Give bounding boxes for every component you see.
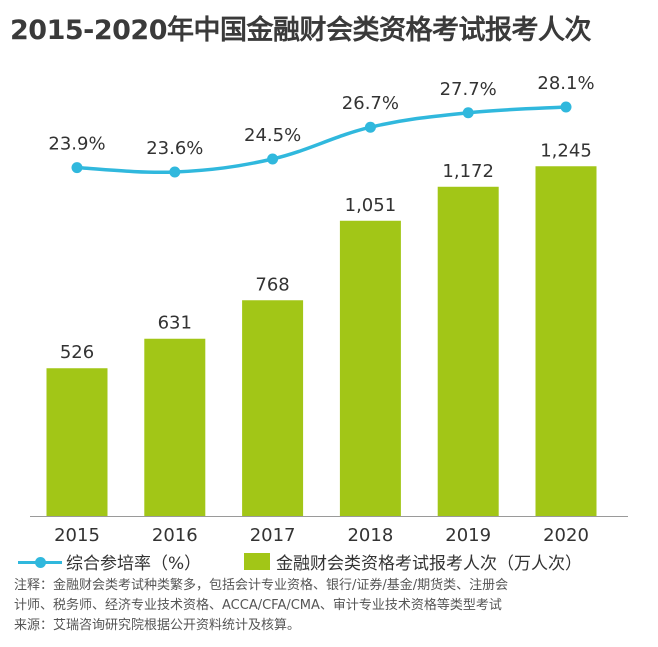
- bar-label-2015: 526: [60, 342, 94, 363]
- source-line: 来源：艾瑞咨询研究院根据公开资料统计及核算。: [14, 618, 301, 633]
- legend-bar-swatch-icon: [244, 553, 270, 570]
- line-label-2018: 26.7%: [342, 93, 399, 114]
- bar-2016: [144, 338, 206, 516]
- note-line-2: 计师、税务师、经济专业技术资格、ACCA/CFA/CMA、审计专业技术资格等类型…: [14, 598, 502, 613]
- x-tick-label-2017: 2017: [250, 525, 296, 546]
- line-point-2018: [364, 121, 376, 133]
- bar-label-2019: 1,172: [442, 161, 494, 182]
- line-series-path: [75, 105, 568, 175]
- combo-chart: 526 631 768 1,051 1,172 1,245 2015 2016 2017 2018…: [30, 73, 628, 546]
- line-label-2020: 28.1%: [537, 73, 594, 94]
- line-point-2016: [169, 166, 181, 178]
- line-point-2015: [71, 162, 83, 174]
- x-tick-label-2018: 2018: [347, 525, 393, 546]
- x-tick-label-2016: 2016: [152, 525, 198, 546]
- bar-label-2016: 631: [158, 313, 192, 334]
- note-line-1: 注释：金融财会类考试种类繁多，包括会计专业资格、银行/证券/基金/期货类、注册会: [14, 578, 509, 593]
- bar-2020: [535, 166, 597, 517]
- legend: 综合参培率（%） 金融财会类资格考试报考人次（万人次）: [18, 549, 648, 574]
- line-label-2016: 23.6%: [146, 138, 203, 159]
- bar-label-2020: 1,245: [540, 140, 592, 161]
- bar-2019: [437, 186, 499, 516]
- line-label-2017: 24.5%: [244, 125, 301, 146]
- bar-2015: [46, 368, 108, 516]
- legend-line-swatch-icon: [18, 553, 62, 571]
- footnotes: 注释：金融财会类考试种类繁多，包括会计专业资格、银行/证券/基金/期货类、注册会…: [14, 576, 648, 636]
- line-label-2019: 27.7%: [440, 79, 497, 100]
- legend-line-label: 综合参培率（%）: [66, 554, 202, 574]
- bar-2017: [242, 300, 304, 516]
- legend-item-line: 综合参培率（%）: [18, 549, 201, 574]
- legend-bar-label: 金融财会类资格考试报考人次（万人次）: [276, 554, 582, 574]
- bar-label-2018: 1,051: [345, 195, 397, 216]
- line-point-2019: [462, 107, 474, 119]
- line-label-2015: 23.9%: [48, 134, 105, 155]
- line-point-2017: [267, 153, 279, 165]
- chart-title: 2015-2020年中国金融财会类资格考试报考人次: [10, 15, 592, 46]
- bar-2018: [339, 220, 401, 516]
- bar-label-2017: 768: [255, 274, 289, 295]
- x-tick-label-2015: 2015: [54, 525, 100, 546]
- legend-item-bar: 金融财会类资格考试报考人次（万人次）: [244, 549, 582, 574]
- line-point-2020: [560, 101, 572, 113]
- x-tick-label-2019: 2019: [445, 525, 491, 546]
- x-tick-label-2020: 2020: [543, 525, 589, 546]
